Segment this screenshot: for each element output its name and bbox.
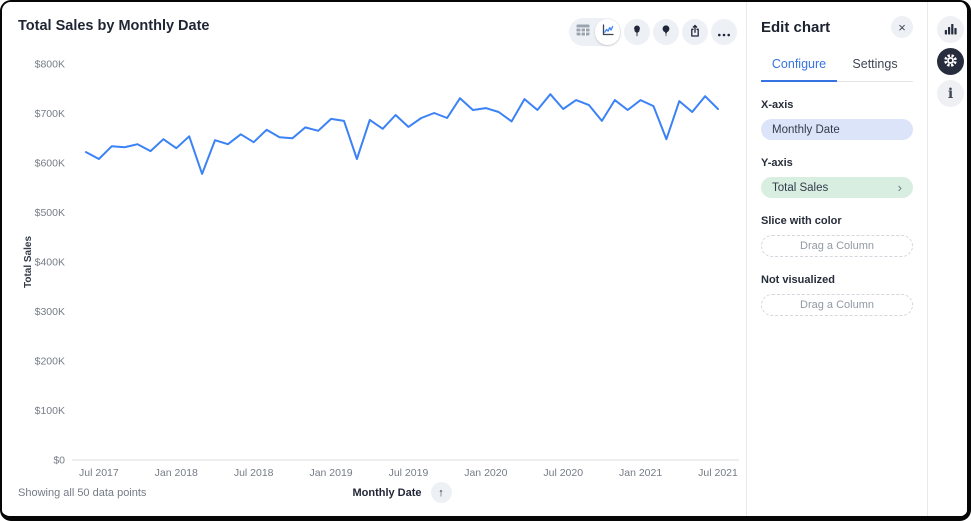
- x-tick-label: Jan 2020: [464, 467, 507, 479]
- chart-toolbar: [569, 18, 737, 46]
- x-axis-column-value: Monthly Date: [772, 123, 840, 136]
- info-icon: i: [947, 85, 954, 102]
- ellipsis-icon: [717, 25, 731, 40]
- x-axis-section-label: X-axis: [761, 99, 794, 111]
- y-tick-label: $200K: [35, 356, 65, 368]
- line-chart: $0 $100K $200K $300K $400K $500K $600K $700K $80…: [23, 59, 739, 479]
- table-icon: [576, 23, 590, 41]
- info-button[interactable]: i: [937, 80, 964, 107]
- y-tick-label: $100K: [35, 405, 65, 417]
- panel-title: Edit chart: [761, 18, 831, 36]
- x-axis-column-pill[interactable]: Monthly Date: [761, 119, 913, 140]
- panel-header: Edit chart ×: [761, 16, 913, 38]
- x-tick-label: Jul 2021: [698, 467, 738, 479]
- x-tick-label: Jul 2017: [79, 467, 119, 479]
- close-panel-button[interactable]: ×: [891, 16, 913, 38]
- y-tick-label: $500K: [35, 207, 65, 219]
- slice-section-label: Slice with color: [761, 215, 842, 227]
- chart-card: $0 $100K $200K $300K $400K $500K $600K $700K $80…: [2, 2, 747, 516]
- sort-ascending-icon: ↑: [438, 486, 444, 499]
- x-tick-label: Jan 2018: [155, 467, 198, 479]
- bar-chart-icon: [944, 22, 957, 38]
- not-visualized-dropzone-placeholder: Drag a Column: [800, 299, 874, 311]
- not-visualized-section-label: Not visualized: [761, 274, 835, 286]
- y-tick-label: $600K: [35, 158, 65, 170]
- line-chart-icon: [601, 23, 615, 42]
- slice-dropzone-placeholder: Drag a Column: [800, 240, 874, 252]
- pin-icon: [630, 24, 644, 41]
- visualization-button[interactable]: [937, 16, 964, 43]
- x-axis-footer-label[interactable]: Monthly Date: [352, 486, 422, 499]
- y-tick-label: $300K: [35, 306, 65, 318]
- y-axis-column-value: Total Sales: [772, 181, 829, 194]
- gear-icon: [943, 53, 958, 71]
- share-button[interactable]: [682, 19, 708, 45]
- y-tick-label: $700K: [35, 108, 65, 120]
- edit-chart-panel: Edit chart × Configure Settings X-axis M…: [747, 2, 927, 516]
- y-axis-title: Total Sales: [23, 236, 34, 288]
- x-axis-footer: Monthly Date ↑: [72, 482, 732, 503]
- not-visualized-dropzone[interactable]: Drag a Column: [761, 294, 913, 316]
- y-tick-label: $400K: [35, 257, 65, 269]
- lightbulb-icon: [659, 24, 673, 41]
- x-tick-label: Jul 2020: [543, 467, 583, 479]
- chevron-right-icon: ›: [897, 180, 902, 195]
- x-tick-label: Jan 2021: [619, 467, 662, 479]
- side-icon-rail: i: [927, 2, 967, 516]
- sort-ascending-button[interactable]: ↑: [430, 482, 452, 503]
- tab-settings[interactable]: Settings: [852, 57, 898, 71]
- chart-title: Total Sales by Monthly Date: [18, 18, 210, 34]
- share-icon: [688, 24, 702, 41]
- pin-button[interactable]: [624, 19, 650, 45]
- chart-view-button[interactable]: [595, 19, 620, 45]
- data-points-footnote: Showing all 50 data points: [18, 487, 147, 499]
- insights-button[interactable]: [653, 19, 679, 45]
- x-tick-label: Jul 2018: [234, 467, 274, 479]
- settings-button[interactable]: [937, 48, 964, 75]
- line-series[interactable]: [85, 93, 719, 175]
- slice-dropzone[interactable]: Drag a Column: [761, 235, 913, 257]
- y-tick-label: $800K: [35, 59, 65, 71]
- close-icon: ×: [898, 19, 906, 35]
- x-tick-label: Jul 2019: [389, 467, 429, 479]
- table-view-button[interactable]: [570, 19, 595, 45]
- tab-configure[interactable]: Configure: [761, 49, 837, 82]
- x-tick-label: Jan 2019: [309, 467, 352, 479]
- more-options-button[interactable]: [711, 19, 737, 45]
- panel-tabs: Configure Settings: [761, 49, 913, 82]
- y-axis-section-label: Y-axis: [761, 157, 793, 169]
- y-axis-column-pill[interactable]: Total Sales ›: [761, 177, 913, 198]
- view-switcher: [569, 18, 621, 46]
- y-tick-label: $0: [53, 455, 65, 467]
